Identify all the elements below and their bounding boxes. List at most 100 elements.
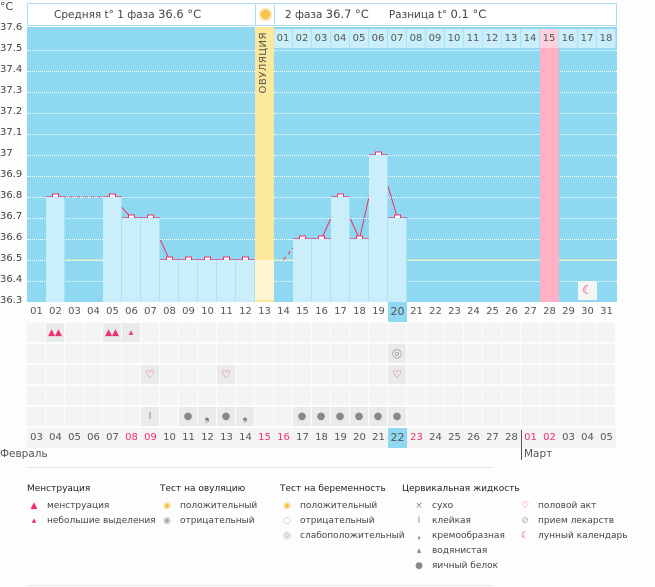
row-cell-medication[interactable] [198, 386, 216, 405]
row-cell-menstruation[interactable] [236, 323, 254, 342]
row-cell-sex[interactable] [407, 365, 425, 384]
date-label[interactable]: 12 [198, 428, 217, 448]
row-cell-menstruation[interactable] [65, 323, 83, 342]
cycle-day-label[interactable]: 29 [562, 306, 575, 317]
cycle-day-label[interactable]: 26 [505, 306, 518, 317]
date-label[interactable]: 13 [217, 428, 236, 448]
cycle-day-label[interactable]: 08 [163, 306, 176, 317]
date-label[interactable]: 02 [540, 428, 559, 448]
row-cell-sex[interactable] [426, 365, 444, 384]
row-cell-tests[interactable] [350, 344, 368, 363]
cycle-day-label[interactable]: 31 [600, 306, 613, 317]
row-cell-medication[interactable] [540, 386, 558, 405]
row-cell-sex[interactable] [255, 365, 273, 384]
row-cell-menstruation[interactable] [407, 323, 425, 342]
row-cell-sex[interactable] [179, 365, 197, 384]
row-cell-tests[interactable] [369, 344, 387, 363]
row-cell-menstruation[interactable] [483, 323, 501, 342]
row-cell-tests[interactable] [464, 344, 482, 363]
row-cell-sex[interactable] [160, 365, 178, 384]
row-cell-tests[interactable] [521, 344, 539, 363]
row-cell-sex[interactable]: ♡ [388, 365, 406, 384]
row-cell-menstruation[interactable] [597, 323, 615, 342]
row-cell-medication[interactable] [293, 386, 311, 405]
date-label[interactable]: 22 [388, 428, 407, 448]
row-cell-tests[interactable] [559, 344, 577, 363]
row-cell-sex[interactable] [46, 365, 64, 384]
row-cell-cervical[interactable] [521, 407, 539, 426]
date-label[interactable]: 03 [27, 428, 46, 448]
row-cell-cervical[interactable]: ● [179, 407, 197, 426]
row-cell-sex[interactable] [559, 365, 577, 384]
row-cell-tests[interactable] [483, 344, 501, 363]
row-cell-tests[interactable] [597, 344, 615, 363]
row-cell-cervical[interactable]: ● [350, 407, 368, 426]
cycle-day-label[interactable]: 15 [296, 306, 309, 317]
row-cell-sex[interactable] [122, 365, 140, 384]
row-cell-tests[interactable] [122, 344, 140, 363]
cycle-day-label[interactable]: 22 [429, 306, 442, 317]
cycle-day-label[interactable]: 14 [277, 306, 290, 317]
cycle-day-label[interactable]: 06 [125, 306, 138, 317]
row-cell-cervical[interactable] [559, 407, 577, 426]
date-label[interactable]: 04 [578, 428, 597, 448]
row-cell-cervical[interactable] [84, 407, 102, 426]
row-cell-menstruation[interactable] [331, 323, 349, 342]
cycle-day-label[interactable]: 19 [372, 306, 385, 317]
row-cell-cervical[interactable] [426, 407, 444, 426]
row-cell-sex[interactable] [103, 365, 121, 384]
row-cell-cervical[interactable] [407, 407, 425, 426]
row-cell-tests[interactable] [103, 344, 121, 363]
row-cell-medication[interactable] [369, 386, 387, 405]
date-label[interactable]: 07 [103, 428, 122, 448]
row-cell-tests[interactable] [179, 344, 197, 363]
row-cell-medication[interactable] [483, 386, 501, 405]
row-cell-cervical[interactable]: ● [312, 407, 330, 426]
row-cell-tests[interactable] [84, 344, 102, 363]
row-cell-cervical[interactable] [103, 407, 121, 426]
row-cell-cervical[interactable] [255, 407, 273, 426]
cycle-day-label[interactable]: 18 [353, 306, 366, 317]
row-cell-cervical[interactable]: ● [293, 407, 311, 426]
row-cell-medication[interactable] [502, 386, 520, 405]
date-label[interactable]: 25 [445, 428, 464, 448]
row-cell-cervical[interactable] [540, 407, 558, 426]
date-label[interactable]: 04 [46, 428, 65, 448]
date-label[interactable]: 08 [122, 428, 141, 448]
row-cell-medication[interactable] [27, 386, 45, 405]
row-cell-medication[interactable] [255, 386, 273, 405]
row-cell-medication[interactable] [521, 386, 539, 405]
row-cell-menstruation[interactable] [217, 323, 235, 342]
row-cell-menstruation[interactable] [179, 323, 197, 342]
row-cell-cervical[interactable] [578, 407, 596, 426]
row-cell-medication[interactable] [407, 386, 425, 405]
row-cell-medication[interactable] [84, 386, 102, 405]
row-cell-medication[interactable] [179, 386, 197, 405]
row-cell-tests[interactable] [312, 344, 330, 363]
row-cell-sex[interactable] [464, 365, 482, 384]
row-cell-menstruation[interactable]: ▴ [122, 323, 140, 342]
row-cell-menstruation[interactable] [369, 323, 387, 342]
row-cell-cervical[interactable] [122, 407, 140, 426]
row-cell-medication[interactable] [65, 386, 83, 405]
row-cell-medication[interactable] [597, 386, 615, 405]
date-label[interactable]: 21 [369, 428, 388, 448]
row-cell-medication[interactable] [236, 386, 254, 405]
date-label[interactable]: 23 [407, 428, 426, 448]
date-label[interactable]: 28 [502, 428, 521, 448]
cycle-day-label[interactable]: 17 [334, 306, 347, 317]
cycle-day-label[interactable]: 11 [220, 306, 233, 317]
row-cell-cervical[interactable] [597, 407, 615, 426]
row-cell-sex[interactable]: ♡ [141, 365, 159, 384]
row-cell-cervical[interactable] [160, 407, 178, 426]
row-cell-tests[interactable] [236, 344, 254, 363]
row-cell-medication[interactable] [46, 386, 64, 405]
row-cell-tests[interactable] [540, 344, 558, 363]
row-cell-sex[interactable] [236, 365, 254, 384]
row-cell-medication[interactable] [388, 386, 406, 405]
cycle-day-label[interactable]: 28 [543, 306, 556, 317]
row-cell-menstruation[interactable] [84, 323, 102, 342]
cycle-day-label[interactable]: 30 [581, 306, 594, 317]
row-cell-medication[interactable] [160, 386, 178, 405]
date-label[interactable]: 05 [65, 428, 84, 448]
